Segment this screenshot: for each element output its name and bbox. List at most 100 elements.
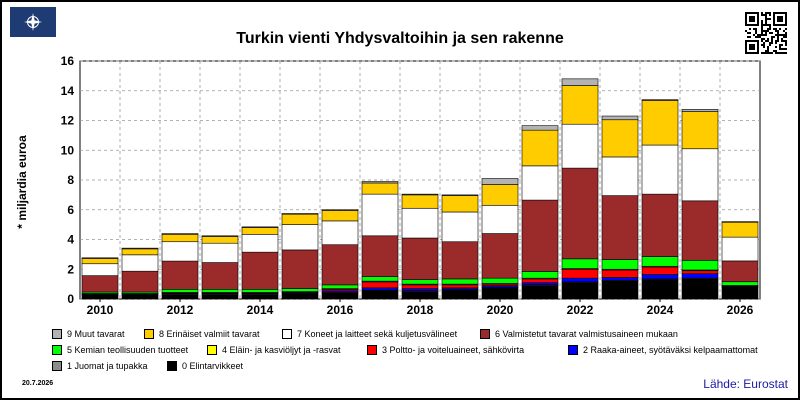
y-tick-label: 8	[67, 173, 74, 187]
y-tick-label: 0	[67, 292, 74, 306]
bar-segment	[201, 242, 239, 263]
legend-label: 5 Kemian teollisuuden tuotteet	[67, 345, 189, 355]
bar-segment	[161, 294, 199, 300]
bar-segment	[481, 277, 519, 284]
bar-segment	[321, 210, 359, 222]
bar-segment	[601, 277, 639, 281]
bar-stack	[561, 78, 599, 300]
bar-segment	[561, 277, 599, 283]
bar-stack	[641, 99, 679, 300]
bar-segment	[161, 260, 199, 290]
bar-segment	[201, 235, 239, 237]
legend-label: 1 Juomat ja tupakka	[67, 361, 148, 371]
legend-item: 1 Juomat ja tupakka	[52, 361, 148, 371]
bar-segment	[241, 251, 279, 290]
bar-segment	[561, 85, 599, 125]
bar-segment	[561, 282, 599, 300]
x-tick-label: 2026	[727, 303, 754, 317]
bar-segment	[441, 278, 479, 285]
bar-stack	[161, 233, 199, 300]
bar-segment	[441, 289, 479, 300]
bar-segment	[601, 119, 639, 158]
y-tick-label: 4	[67, 233, 74, 247]
legend-swatch	[568, 345, 578, 355]
y-tick-label: 12	[61, 114, 75, 128]
legend-item: 0 Elintarvikkeet	[167, 361, 243, 371]
legend-item: 6 Valmistetut tavarat valmistusaineen mu…	[480, 329, 678, 339]
bar-stack	[721, 221, 759, 300]
legend-label: 8 Erinäiset valmiit tavarat	[159, 329, 260, 339]
bar-segment	[81, 257, 119, 259]
bar-segment	[81, 275, 119, 293]
chart-plot: 0 2 4 6 8 10 12 14 16 2010 2012 2014 2016 2018 2020 202…	[61, 54, 761, 317]
bar-segment	[281, 224, 319, 251]
bar-segment	[401, 207, 439, 239]
bar-segment	[721, 221, 759, 223]
bar-segment	[481, 184, 519, 206]
y-tick-label: 14	[61, 84, 75, 98]
x-tick-label: 2024	[647, 303, 674, 317]
bar-segment	[721, 281, 759, 286]
bar-segment	[481, 287, 519, 300]
qr-code-icon	[745, 12, 787, 54]
bar-segment	[521, 125, 559, 131]
bar-stack	[361, 181, 399, 300]
bar-stack	[441, 194, 479, 300]
bar-segment	[121, 248, 159, 256]
legend-swatch	[207, 345, 217, 355]
bar-segment	[441, 284, 479, 289]
x-tick-label: 2012	[167, 303, 194, 317]
bar-segment	[521, 282, 559, 286]
legend-item: 3 Poltto- ja voiteluaineet, sähkövirta	[367, 345, 524, 355]
legend-swatch	[480, 329, 490, 339]
bar-segment	[681, 278, 719, 300]
y-tick-label: 6	[67, 203, 74, 217]
bar-segment	[521, 199, 559, 272]
bar-segment	[601, 269, 639, 278]
bar-segment	[241, 289, 279, 293]
bar-stack	[81, 257, 119, 300]
bar-segment	[241, 233, 279, 253]
bar-segment	[361, 181, 399, 184]
x-tick-label: 2010	[87, 303, 114, 317]
bar-stack	[241, 226, 279, 300]
legend-swatch	[52, 361, 62, 371]
bar-segment	[81, 294, 119, 300]
y-tick-label: 10	[61, 143, 75, 157]
x-tick-label: 2022	[567, 303, 594, 317]
bar-segment	[441, 241, 479, 280]
bar-stack	[281, 213, 319, 300]
bar-stack	[601, 115, 639, 300]
bar-segment	[361, 290, 399, 300]
legend-item: 5 Kemian teollisuuden tuotteet	[52, 345, 188, 355]
bar-segment	[521, 285, 559, 300]
bar-segment	[361, 276, 399, 282]
bar-segment	[241, 226, 279, 228]
bar-segment	[641, 144, 679, 195]
bar-segment	[641, 274, 679, 280]
bar-segment	[161, 233, 199, 235]
bar-segment	[561, 78, 599, 86]
bar-segment	[361, 281, 399, 289]
bar-segment	[161, 289, 199, 293]
bar-segment	[281, 293, 319, 300]
bar-segment	[681, 200, 719, 261]
bar-segment	[641, 193, 679, 257]
bar-segment	[121, 270, 159, 293]
chart-title: Turkin vienti Yhdysvaltoihin ja sen rake…	[236, 30, 564, 47]
bar-segment	[601, 156, 639, 196]
y-tick-label: 2	[67, 262, 74, 276]
bar-segment	[361, 182, 399, 195]
x-tick-label: 2014	[247, 303, 274, 317]
bar-segment	[401, 288, 439, 292]
bar-segment	[361, 235, 399, 277]
bar-segment	[521, 271, 559, 279]
bar-segment	[441, 194, 479, 196]
legend-swatch	[167, 361, 177, 371]
bar-segment	[121, 294, 159, 300]
bar-segment	[681, 273, 719, 279]
legend-label: 2 Raaka-aineet, syötäväksi kelpaamattoma…	[583, 345, 758, 355]
bar-segment	[321, 292, 359, 300]
date-stamp: 20.7.2026	[22, 380, 54, 387]
source-label: Lähde: Eurostat	[703, 377, 788, 391]
